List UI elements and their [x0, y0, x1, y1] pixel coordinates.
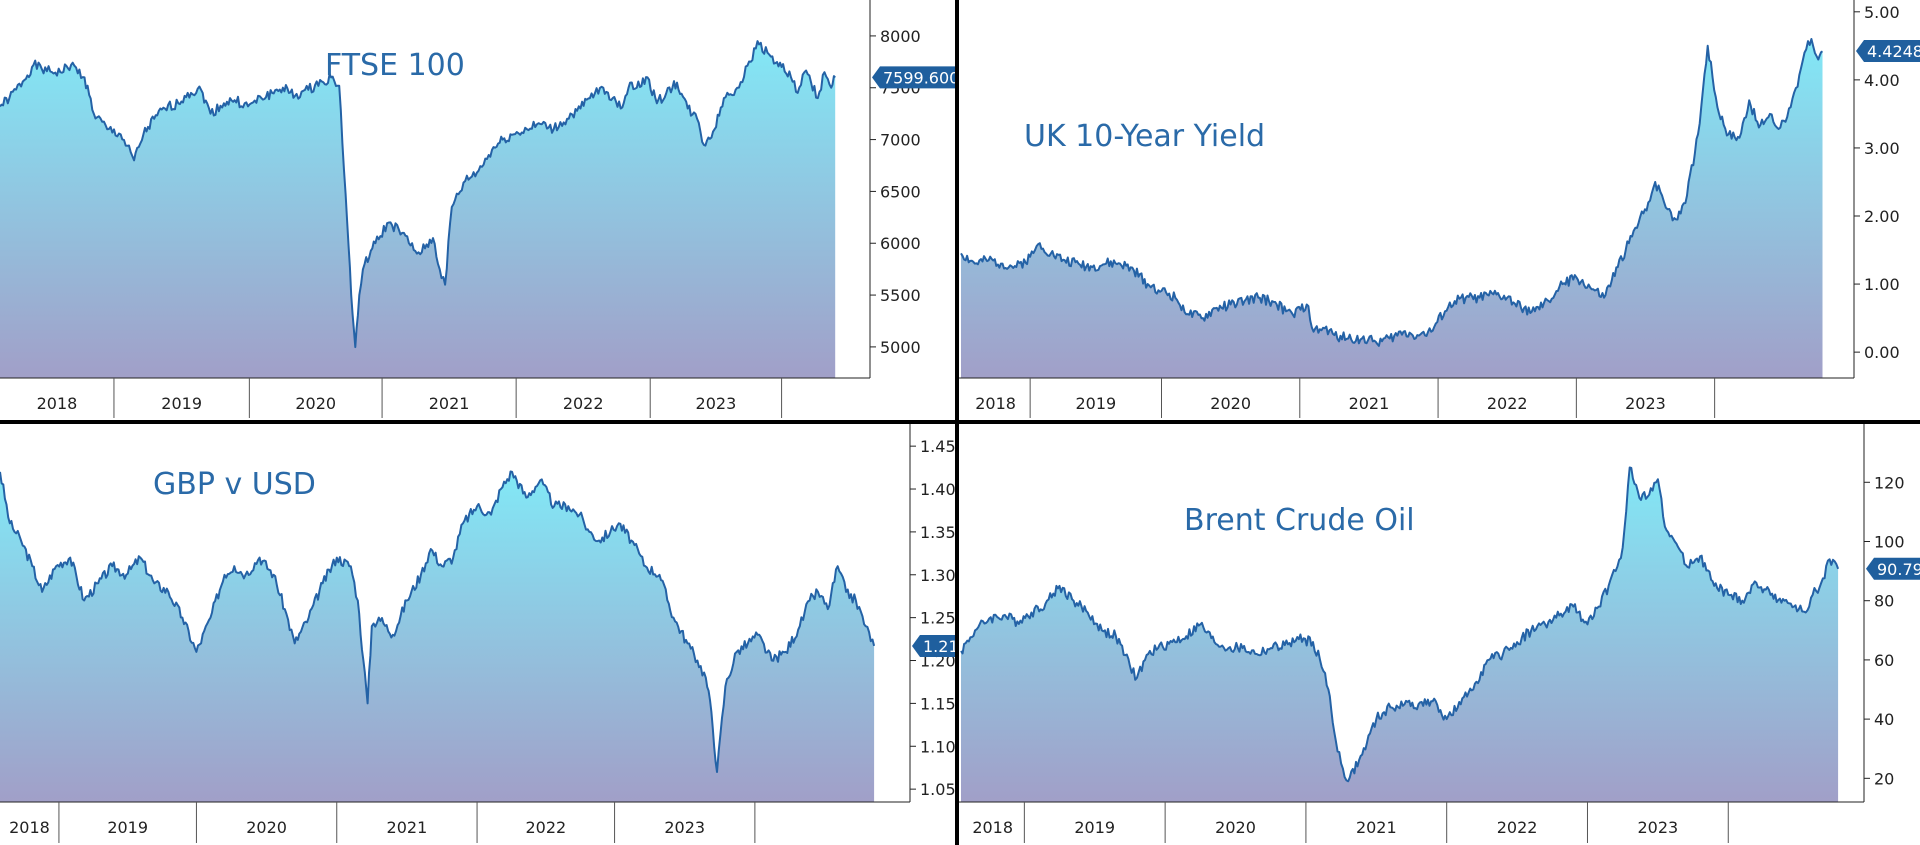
series-area [0, 471, 875, 802]
year-label: 2021 [1349, 394, 1390, 413]
series-line [0, 40, 836, 349]
last-value-label: 1.217 [923, 637, 955, 656]
y-tick-label: 1.40 [920, 480, 955, 499]
series-line [960, 466, 1840, 783]
year-label: 2022 [563, 394, 604, 413]
y-tick-label: 5000 [880, 338, 921, 357]
year-label: 2021 [387, 818, 428, 837]
year-label: 2020 [1215, 818, 1256, 837]
year-label: 2023 [696, 394, 737, 413]
y-tick-label: 1.45 [920, 437, 955, 456]
year-label: 2019 [107, 818, 148, 837]
gbpusd-chart-panel: GBP v USD 1.05 1.10 1.15 1.20 1.25 1.30 1.35 1.… [0, 424, 955, 845]
series-area [0, 41, 836, 378]
y-tick-label: 1.35 [920, 523, 955, 542]
brent-chart-panel: Brent Crude Oil 20 40 60 80 100 120 2018 2019 20… [959, 424, 1920, 845]
last-value-badge [1866, 557, 1920, 580]
y-tick-label: 5.00 [1864, 3, 1900, 22]
ftse-chart-panel: FTSE 100 5000550060006500700075008000201… [0, 0, 955, 420]
y-tick-label: 120 [1874, 473, 1905, 492]
year-label: 2021 [1356, 818, 1397, 837]
y-tick-label: 1.25 [920, 609, 955, 628]
y-tick-label: 4.00 [1864, 71, 1900, 90]
year-label: 2019 [1074, 818, 1115, 837]
y-tick-label: 20 [1874, 769, 1894, 788]
year-label: 2018 [975, 394, 1016, 413]
last-value-badge [912, 634, 955, 657]
series-area [961, 467, 1839, 802]
y-tick-label: 8000 [880, 27, 921, 46]
year-label: 2023 [1638, 818, 1679, 837]
year-label: 2023 [1625, 394, 1666, 413]
year-label: 2020 [246, 818, 287, 837]
year-label: 2019 [161, 394, 202, 413]
brent-chart-title: Brent Crude Oil [1184, 503, 1415, 538]
year-label: 2023 [664, 818, 705, 837]
year-label: 2019 [1075, 394, 1116, 413]
last-value-label: 7599.6001 [883, 68, 955, 87]
y-tick-label: 0.00 [1864, 343, 1900, 362]
y-tick-label: 60 [1874, 651, 1894, 670]
y-tick-label: 1.30 [920, 566, 955, 585]
y-tick-label: 1.10 [920, 737, 955, 756]
y-tick-label: 6000 [880, 234, 921, 253]
y-tick-label: 6500 [880, 182, 921, 201]
year-label: 2018 [972, 818, 1013, 837]
y-tick-label: 80 [1874, 592, 1894, 611]
y-tick-label: 100 [1874, 532, 1905, 551]
gilt-yield-chart-title: UK 10-Year Yield [1024, 119, 1265, 154]
last-value-badge [872, 66, 955, 89]
year-label: 2022 [1497, 818, 1538, 837]
year-label: 2018 [37, 394, 78, 413]
y-tick-label: 7000 [880, 131, 921, 150]
year-label: 2021 [429, 394, 470, 413]
y-tick-label: 1.15 [920, 694, 955, 713]
brent-chart: Brent Crude Oil 20 40 60 80 100 120 2018 2019 20… [959, 424, 1920, 843]
y-tick-label: 40 [1874, 710, 1894, 729]
year-label: 2022 [1487, 394, 1528, 413]
last-value-label: 4.4248 [1867, 42, 1920, 61]
year-label: 2020 [295, 394, 336, 413]
series-line [960, 38, 1824, 347]
year-label: 2020 [1210, 394, 1251, 413]
gilt-yield-chart: UK 10-Year Yield 0.00 1.00 2.00 3.00 4.00 5.0… [959, 0, 1920, 418]
y-tick-label: 2.00 [1864, 207, 1900, 226]
last-value-label: 90.79 [1877, 560, 1920, 579]
gbpusd-chart-title: GBP v USD [153, 467, 316, 502]
y-tick-label: 5500 [880, 286, 921, 305]
y-tick-label: 1.00 [1864, 275, 1900, 294]
y-tick-label: 3.00 [1864, 139, 1900, 158]
year-label: 2022 [525, 818, 566, 837]
last-value-badge [1856, 39, 1920, 62]
gbpusd-chart: GBP v USD 1.051.101.151.201.251.301.351.… [0, 424, 955, 843]
series-area [961, 39, 1823, 378]
series-line [0, 470, 876, 773]
ftse-chart: FTSE 100 5000550060006500700075008000201… [0, 0, 955, 418]
year-label: 2018 [9, 818, 50, 837]
y-tick-label: 1.05 [920, 780, 955, 799]
ftse-chart-title: FTSE 100 [325, 48, 465, 83]
gilt-yield-chart-panel: UK 10-Year Yield 0.00 1.00 2.00 3.00 4.00 5.0… [959, 0, 1920, 420]
